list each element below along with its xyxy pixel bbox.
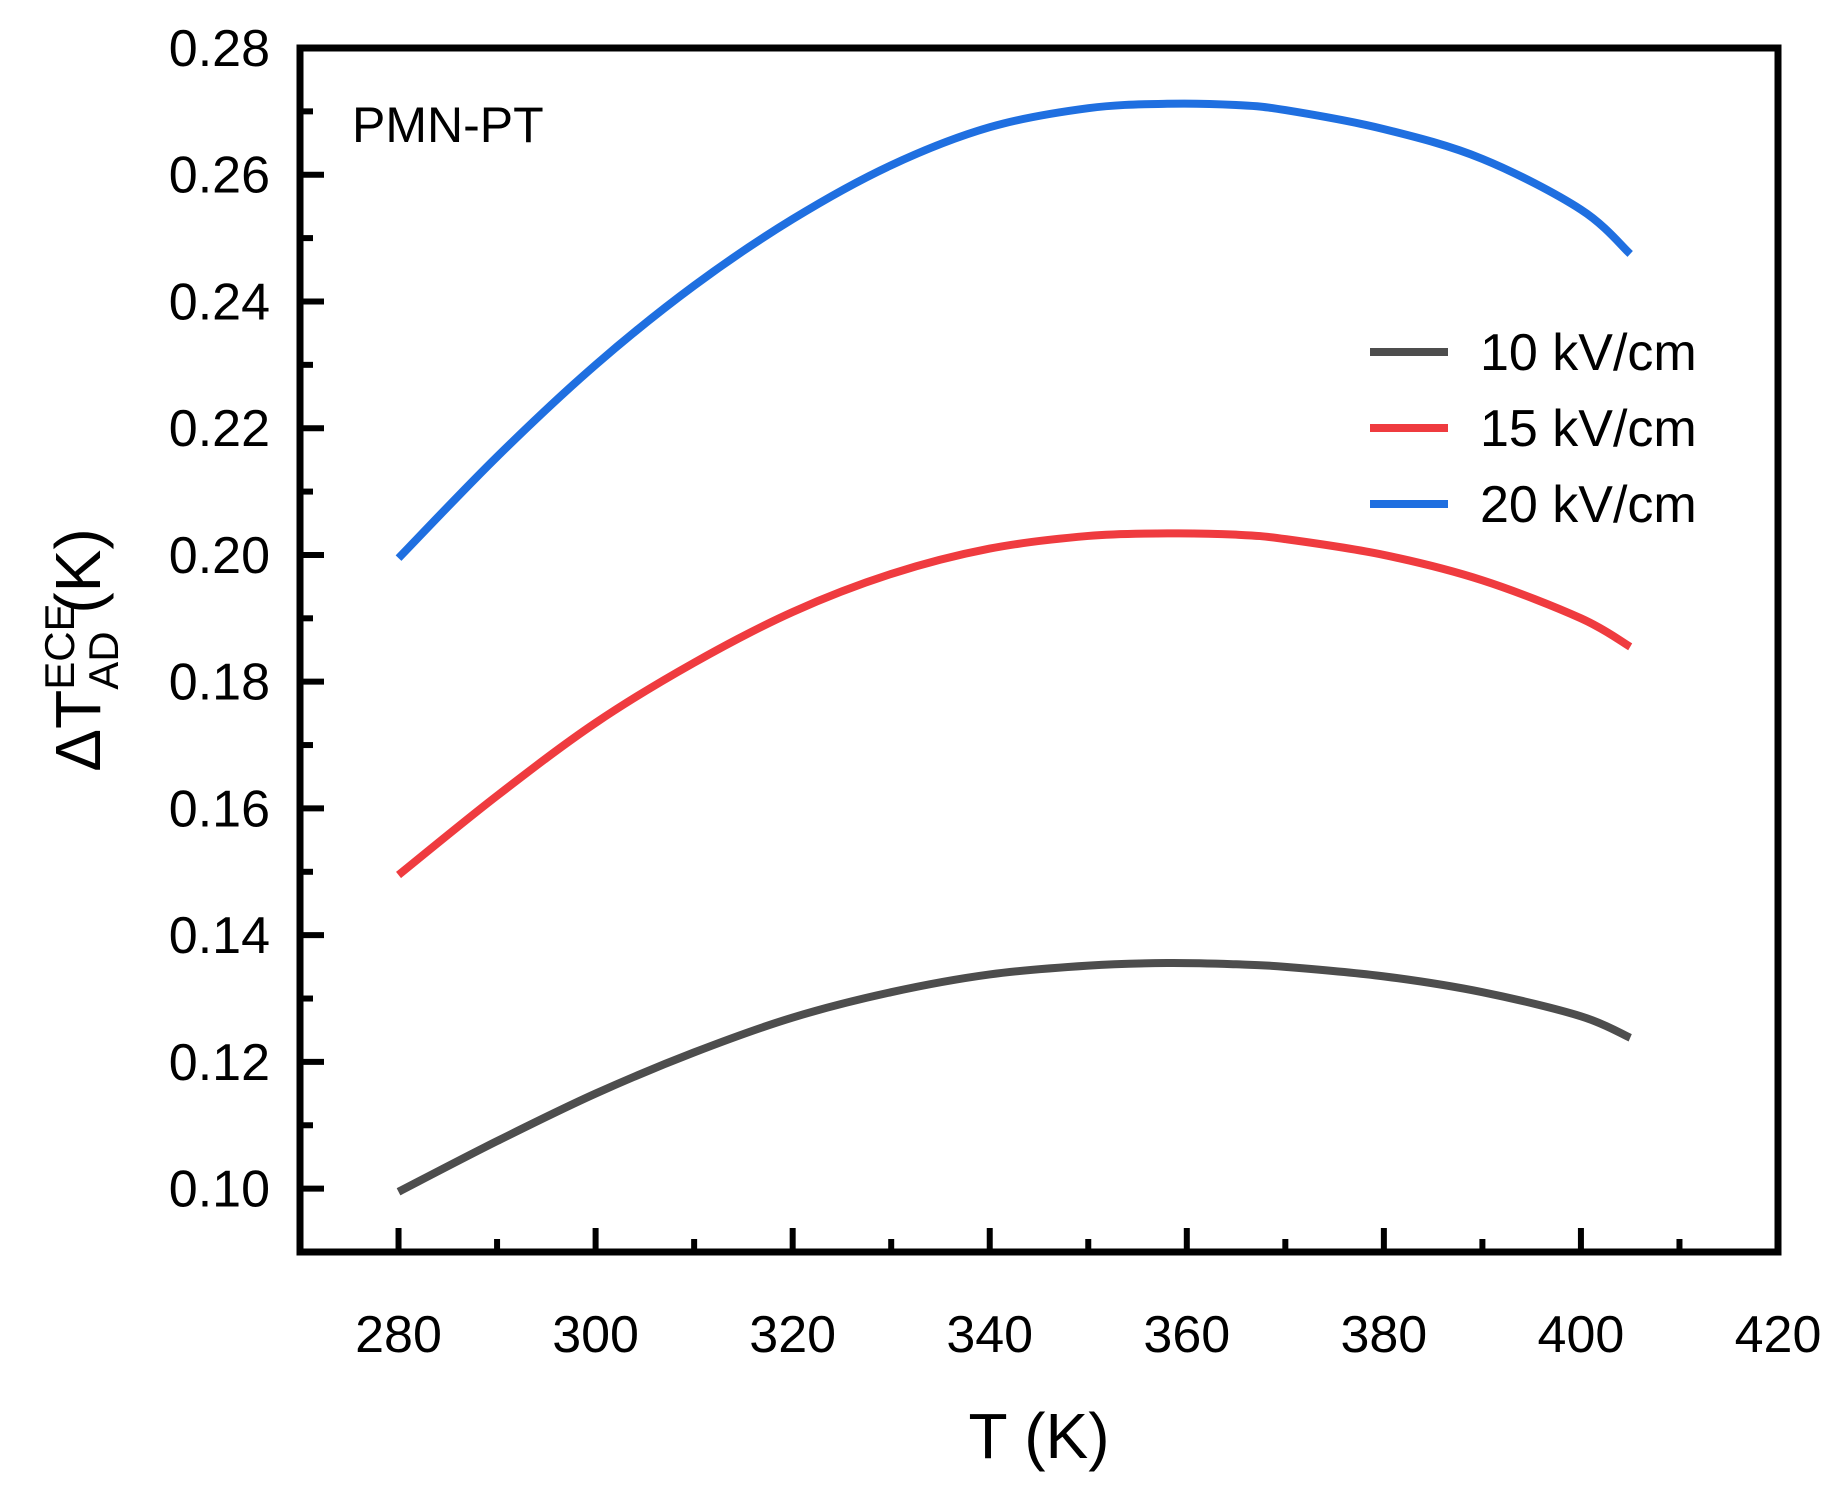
y-tick-label: 0.10 bbox=[169, 1161, 270, 1219]
plot-frame bbox=[296, 44, 1782, 1256]
y-tick-label: 0.14 bbox=[169, 907, 270, 965]
y-axis-title: ΔTECEAD (K) bbox=[36, 528, 127, 771]
material-annotation: PMN-PT bbox=[352, 97, 544, 153]
axis-tick-labels: 280 300 320 340 360 380 400 420 0.10 0.12 0.14 0.16… bbox=[169, 20, 1822, 1364]
legend-label: 20 kV/cm bbox=[1480, 476, 1697, 534]
y-tick-label: 0.28 bbox=[169, 20, 270, 78]
y-axis-title-prefix: ΔT bbox=[42, 690, 114, 772]
series-line-20-kv-cm bbox=[395, 99, 1633, 561]
y-tick-label: 0.16 bbox=[169, 780, 270, 838]
x-tick-label: 400 bbox=[1538, 1306, 1625, 1364]
series-line-10-kv-cm bbox=[396, 959, 1632, 1196]
series-lines bbox=[395, 99, 1633, 1196]
legend: 10 kV/cm 15 kV/cm 20 kV/cm bbox=[1370, 324, 1697, 534]
x-tick-label: 320 bbox=[749, 1306, 836, 1364]
y-tick-label: 0.20 bbox=[169, 527, 270, 585]
x-tick-label: 280 bbox=[355, 1306, 442, 1364]
y-tick-label: 0.22 bbox=[169, 400, 270, 458]
x-axis-title: T (K) bbox=[968, 1400, 1109, 1472]
y-tick-label: 0.18 bbox=[169, 654, 270, 712]
y-tick-label: 0.26 bbox=[169, 147, 270, 205]
y-tick-label: 0.12 bbox=[169, 1034, 270, 1092]
y-axis-title-superscript: ECE bbox=[36, 603, 83, 689]
legend-label: 15 kV/cm bbox=[1480, 400, 1697, 458]
y-axis-title-suffix: (K) bbox=[42, 528, 114, 631]
x-tick-label: 360 bbox=[1143, 1306, 1230, 1364]
x-tick-label: 340 bbox=[946, 1306, 1033, 1364]
legend-label: 10 kV/cm bbox=[1480, 324, 1697, 382]
x-tick-label: 380 bbox=[1340, 1306, 1427, 1364]
x-tick-label: 420 bbox=[1735, 1306, 1822, 1364]
y-tick-label: 0.24 bbox=[169, 273, 270, 331]
series-line-15-kv-cm bbox=[396, 529, 1633, 879]
y-axis-title-subscript: AD bbox=[80, 631, 127, 689]
x-tick-label: 300 bbox=[552, 1306, 639, 1364]
